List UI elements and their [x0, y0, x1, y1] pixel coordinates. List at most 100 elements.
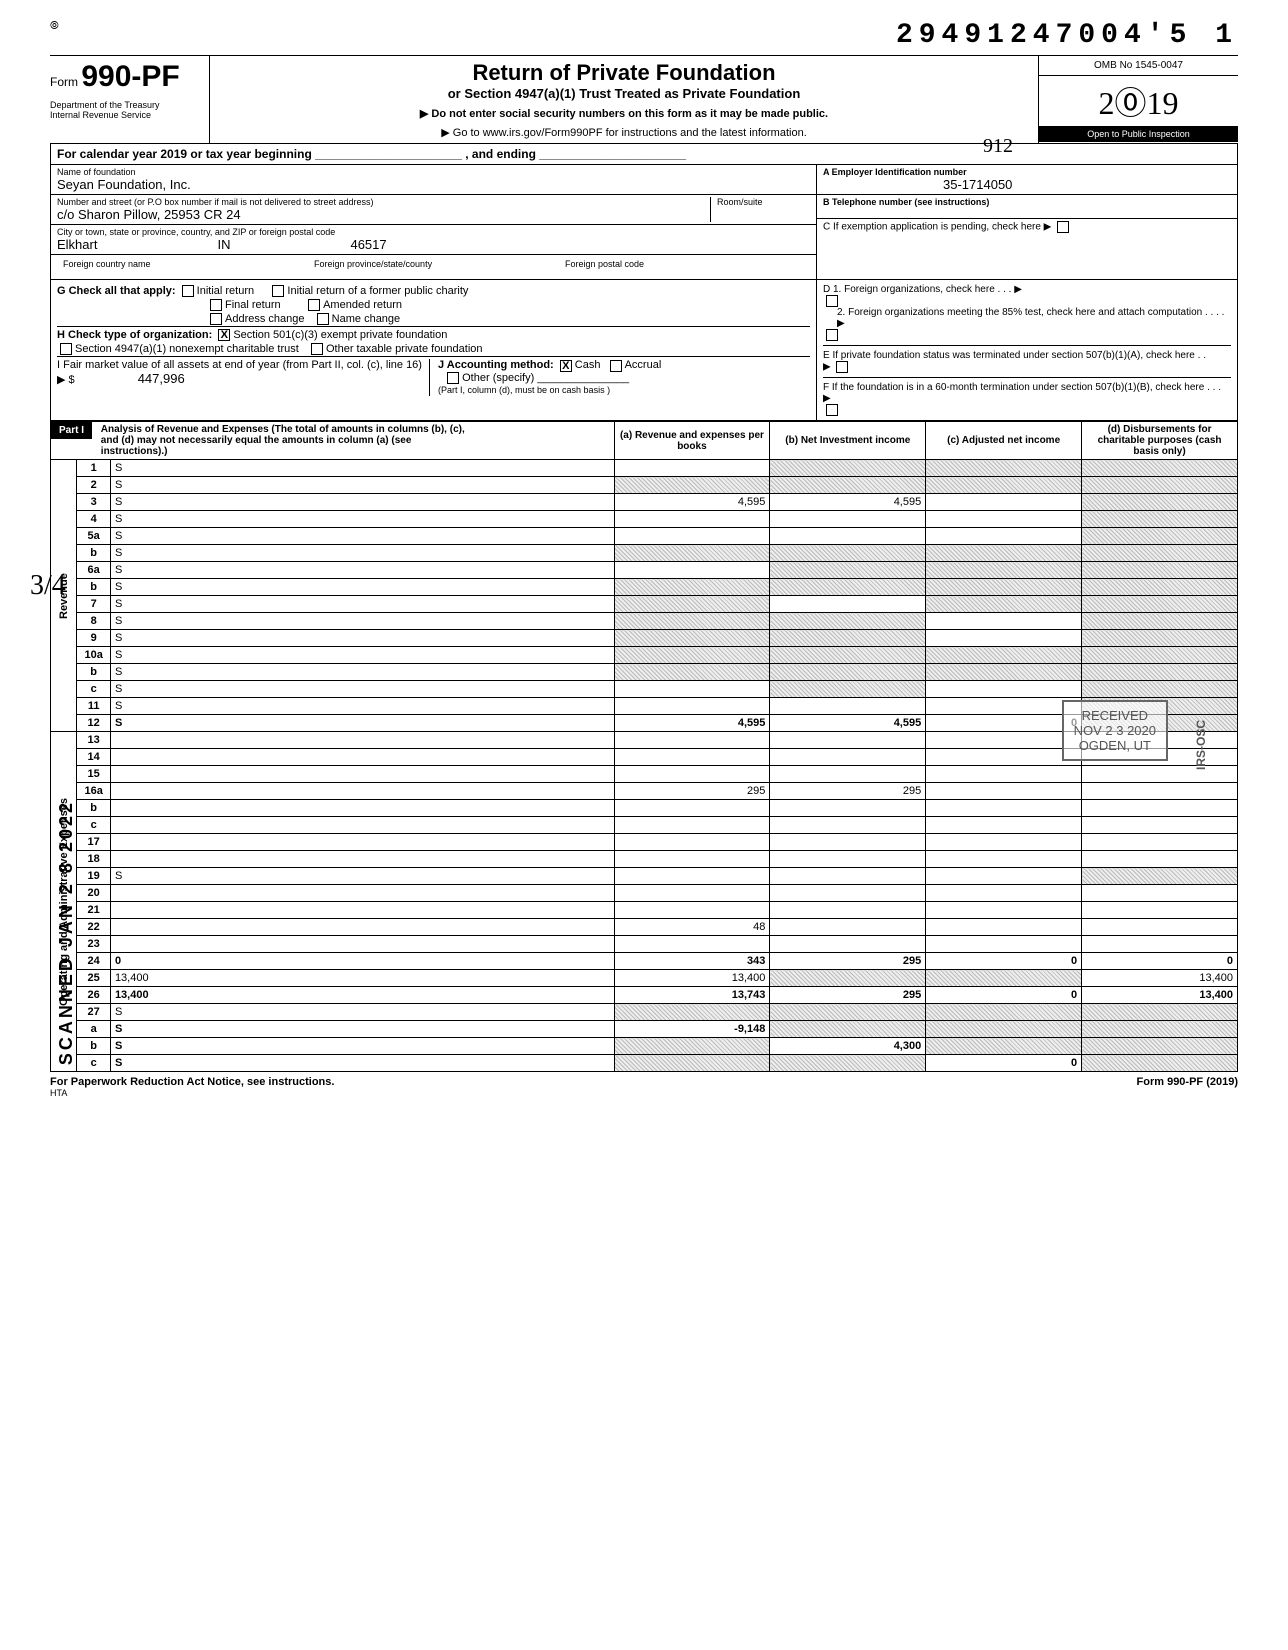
fps-label: Foreign province/state/county — [308, 257, 559, 277]
fcn-label: Foreign country name — [57, 257, 308, 277]
amount-cell-c — [926, 477, 1082, 494]
amount-cell-a — [614, 885, 770, 902]
amount-cell-a: 13,400 — [614, 970, 770, 987]
amount-cell-d — [1082, 1038, 1238, 1055]
h-other-checkbox[interactable] — [311, 343, 323, 355]
amount-cell-b — [770, 460, 926, 477]
g-amended-checkbox[interactable] — [308, 299, 320, 311]
j-accrual-checkbox[interactable] — [610, 360, 622, 372]
c-label: C If exemption application is pending, c… — [823, 222, 1051, 233]
g-final-checkbox[interactable] — [210, 299, 222, 311]
amount-cell-c — [926, 970, 1082, 987]
table-row: c — [51, 817, 1238, 834]
amount-cell-c: 0 — [926, 987, 1082, 1004]
form-title: Return of Private Foundation — [218, 60, 1030, 86]
g-initial-former-checkbox[interactable] — [272, 285, 284, 297]
j-accrual: Accrual — [625, 359, 662, 371]
amount-cell-b: 295 — [770, 783, 926, 800]
amount-cell-d — [1082, 511, 1238, 528]
form-footer: Form 990-PF (2019) — [1137, 1076, 1238, 1088]
line-description: S — [110, 528, 614, 545]
amount-cell-d — [1082, 596, 1238, 613]
j-other-checkbox[interactable] — [447, 372, 459, 384]
h-opt2: Section 4947(a)(1) nonexempt charitable … — [75, 343, 299, 355]
e-checkbox[interactable] — [836, 361, 848, 373]
amount-cell-c — [926, 528, 1082, 545]
table-row: 11S — [51, 698, 1238, 715]
line-description: S — [110, 664, 614, 681]
form-header: Form 990-PF Department of the Treasury I… — [50, 55, 1238, 144]
amount-cell-c — [926, 1004, 1082, 1021]
g-opt-3: Initial return of a former public charit… — [287, 285, 468, 297]
amount-cell-c — [926, 766, 1082, 783]
line-description — [110, 749, 614, 766]
d1-label: D 1. Foreign organizations, check here .… — [823, 284, 1231, 295]
line-number: 23 — [77, 936, 111, 953]
table-row: 16a295295 — [51, 783, 1238, 800]
line-number: 4 — [77, 511, 111, 528]
amount-cell-d — [1082, 800, 1238, 817]
table-row: 2513,40013,40013,400 — [51, 970, 1238, 987]
amount-cell-d: 0 — [1082, 953, 1238, 970]
line-number: 19 — [77, 868, 111, 885]
amount-cell-b — [770, 545, 926, 562]
g-initial-checkbox[interactable] — [182, 285, 194, 297]
line-number: 20 — [77, 885, 111, 902]
city-label: City or town, state or province, country… — [57, 227, 810, 237]
line-description: S — [110, 494, 614, 511]
amount-cell-d — [1082, 477, 1238, 494]
line-description: S — [110, 1055, 614, 1072]
col-b-header: (b) Net Investment income — [770, 422, 926, 460]
amount-cell-a — [614, 1004, 770, 1021]
table-row: 5aS — [51, 528, 1238, 545]
amount-cell-b — [770, 851, 926, 868]
d2-checkbox[interactable] — [826, 329, 838, 341]
amount-cell-d — [1082, 664, 1238, 681]
line-description — [110, 885, 614, 902]
d1-checkbox[interactable] — [826, 295, 838, 307]
amount-cell-a — [614, 460, 770, 477]
handwritten-912: 912 — [983, 135, 1013, 158]
identification-block: Name of foundation Seyan Foundation, Inc… — [50, 165, 1238, 280]
c-checkbox[interactable] — [1057, 221, 1069, 233]
amount-cell-d — [1082, 1021, 1238, 1038]
line-number: 10a — [77, 647, 111, 664]
amount-cell-a — [614, 562, 770, 579]
amount-cell-b: 4,300 — [770, 1038, 926, 1055]
amount-cell-c — [926, 460, 1082, 477]
h-501c3-checkbox[interactable]: X — [218, 329, 230, 341]
line-description: 13,400 — [110, 970, 614, 987]
h-opt3: Other taxable private foundation — [326, 343, 483, 355]
amount-cell-c — [926, 919, 1082, 936]
received-stamp: RECEIVED NOV 2 3 2020 OGDEN, UT — [1062, 700, 1168, 761]
amount-cell-a: -9,148 — [614, 1021, 770, 1038]
f-label: F If the foundation is in a 60-month ter… — [823, 377, 1231, 404]
line-number: 21 — [77, 902, 111, 919]
line-number: 24 — [77, 953, 111, 970]
g-address-checkbox[interactable] — [210, 313, 222, 325]
table-row: 17 — [51, 834, 1238, 851]
f-checkbox[interactable] — [826, 404, 838, 416]
h-4947-checkbox[interactable] — [60, 343, 72, 355]
j-note: (Part I, column (d), must be on cash bas… — [438, 385, 610, 395]
ein: 35-1714050 — [823, 177, 1012, 192]
instr-1: ▶ Do not enter social security numbers o… — [218, 107, 1030, 120]
line-description: S — [110, 715, 614, 732]
scanned-stamp: SCANNED JAN 2 8 2022 — [56, 800, 77, 1065]
amount-cell-c — [926, 511, 1082, 528]
line-description — [110, 851, 614, 868]
g-name-checkbox[interactable] — [317, 313, 329, 325]
amount-cell-b — [770, 936, 926, 953]
amount-cell-c — [926, 868, 1082, 885]
j-cash-checkbox[interactable]: X — [560, 360, 572, 372]
amount-cell-a — [614, 902, 770, 919]
line-description: S — [110, 1021, 614, 1038]
part1-title: Analysis of Revenue and Expenses (The to… — [95, 422, 475, 459]
amount-cell-b — [770, 1055, 926, 1072]
part1-table: Part I Analysis of Revenue and Expenses … — [50, 421, 1238, 1072]
g-label: G Check all that apply: — [57, 285, 176, 297]
amount-cell-a — [614, 817, 770, 834]
amount-cell-d — [1082, 562, 1238, 579]
g-opt-2: Address change — [225, 313, 305, 325]
recv-line3: OGDEN, UT — [1074, 738, 1156, 753]
